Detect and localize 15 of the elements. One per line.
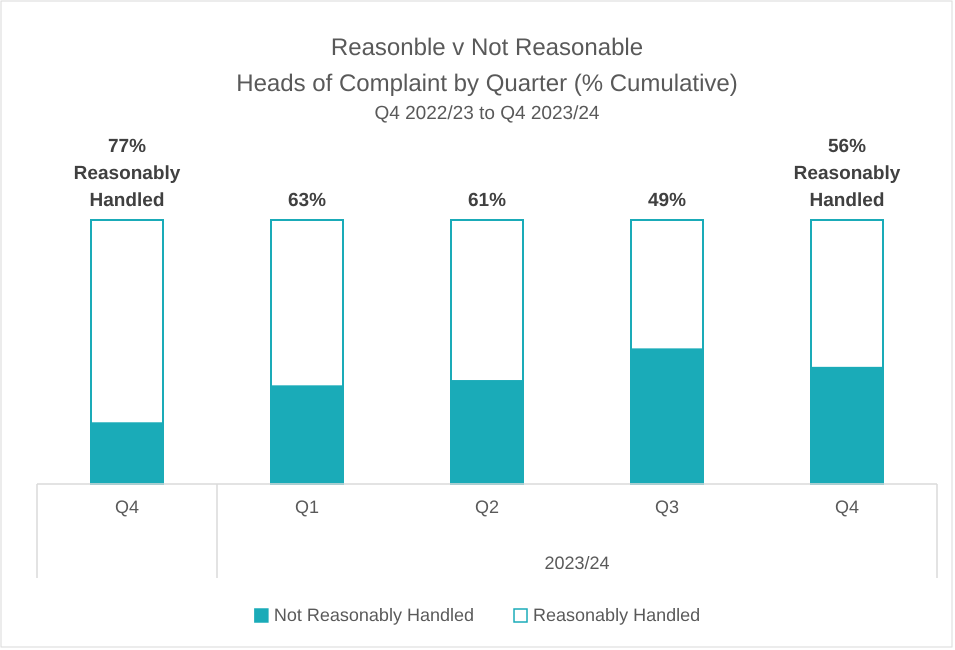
chart-subtitle: Q4 2022/23 to Q4 2023/24 [374,103,600,124]
x-tick-label: Q3 [654,496,680,517]
data-label: 77% Reasonably Handled [74,136,181,211]
chart-title: Reasonble v Not Reasonable Heads of Complaint by Quarter (% Cumulative) [236,34,738,97]
text: 2023/24 [544,553,610,573]
legend-label: Reasonably Handled [533,605,700,625]
legend-label: Not Reasonably Handled [274,605,474,625]
x-tick-label: Q4 [114,496,140,517]
data-label: 49% [648,190,686,211]
data-label: 61% [468,190,506,211]
x-tick-label: Q4 [834,496,860,517]
data-label: 56% Reasonably Handled [794,136,901,211]
x-tick-label: Q2 [474,496,500,517]
x-tick-label: Q1 [294,496,320,517]
data-label: 63% [288,190,326,211]
